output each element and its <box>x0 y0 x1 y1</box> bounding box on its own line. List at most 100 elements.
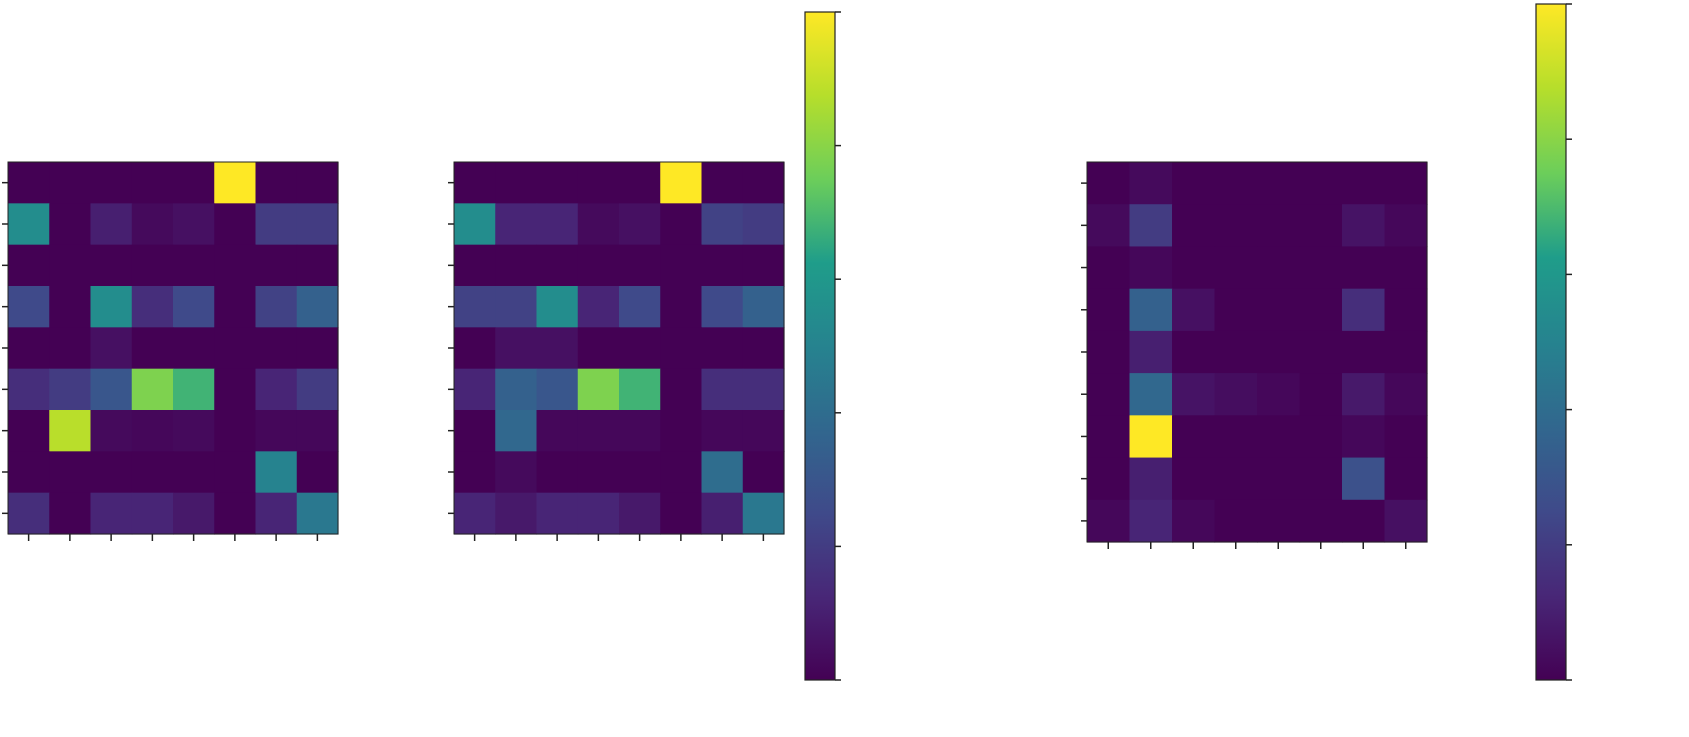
heatmap-1-cell-r6-c2 <box>90 410 133 452</box>
heatmap-1-cell-r8-c3 <box>131 492 174 535</box>
heatmap-3-cell-r4-c7 <box>1384 330 1428 374</box>
heatmap-1-cell-r0-c3 <box>131 162 174 204</box>
heatmap-2-cell-r0-c7 <box>742 162 785 204</box>
heatmap-1-cell-r8-c6 <box>255 492 298 535</box>
heatmap-3-cell-r5-c5 <box>1299 373 1343 416</box>
heatmap-1-cell-r0-c2 <box>90 162 133 204</box>
heatmap-2-cell-r4-c1 <box>495 327 538 370</box>
heatmap-3-cell-r1-c1 <box>1129 204 1173 248</box>
heatmap-3-cell-r8-c1 <box>1129 499 1173 543</box>
heatmap-2-cell-r7-c2 <box>536 451 579 494</box>
heatmap-3-cell-r1-c0 <box>1087 204 1131 248</box>
heatmap-3-cell-r2-c4 <box>1257 246 1301 290</box>
heatmap-3-cell-r4-c0 <box>1087 330 1131 374</box>
heatmap-3-cell-r3-c4 <box>1257 288 1301 332</box>
heatmap-3-cell-r3-c3 <box>1214 288 1258 332</box>
heatmap-2-cell-r4-c6 <box>701 327 744 370</box>
heatmap-1-cell-r8-c4 <box>173 492 215 535</box>
heatmap-1-cell-r5-c6 <box>255 368 298 411</box>
heatmap-3-cell-r3-c5 <box>1299 288 1343 332</box>
heatmap-1-cell-r0-c4 <box>173 162 215 204</box>
heatmap-3-cell-r8-c3 <box>1214 499 1258 543</box>
heatmap-2-cell-r1-c2 <box>536 203 579 246</box>
heatmap-1-cell-r2-c0 <box>8 244 50 287</box>
heatmap-1-cell-r4-c3 <box>131 327 174 370</box>
heatmap-2-cell-r3-c1 <box>495 286 538 328</box>
heatmap-2-cell-r2-c1 <box>495 244 538 287</box>
heatmap-3-cell-r1-c6 <box>1342 204 1386 248</box>
heatmap-1-cell-r5-c0 <box>8 368 50 411</box>
heatmap-1-cell-r4-c0 <box>8 327 50 370</box>
heatmap-3-cell-r5-c6 <box>1342 373 1386 416</box>
heatmap-1-cell-r0-c5 <box>214 162 257 204</box>
heatmap-1-cell-r4-c6 <box>255 327 298 370</box>
heatmap-2-cell-r6-c1 <box>495 410 538 452</box>
heatmap-3-cell-r3-c1 <box>1129 288 1173 332</box>
heatmap-3-cell-r6-c7 <box>1384 415 1428 459</box>
heatmap-2-cell-r5-c0 <box>454 368 496 411</box>
heatmap-2-cell-r6-c0 <box>454 410 496 452</box>
heatmap-1-cell-r6-c0 <box>8 410 50 452</box>
heatmap-2-cell-r5-c3 <box>577 368 620 411</box>
heatmap-3-cell-r8-c0 <box>1087 499 1131 543</box>
heatmap-1-cell-r4-c7 <box>296 327 339 370</box>
heatmap-2-cell-r3-c5 <box>660 286 703 328</box>
heatmap-3-cell-r5-c3 <box>1214 373 1258 416</box>
heatmap-2-cell-r4-c4 <box>619 327 661 370</box>
heatmap-1-cell-r3-c3 <box>131 286 174 328</box>
heatmap-1-cell-r8-c7 <box>296 492 339 535</box>
heatmap-2-cell-r8-c7 <box>742 492 785 535</box>
heatmap-3-cell-r6-c3 <box>1214 415 1258 459</box>
heatmap-2-cell-r1-c3 <box>577 203 620 246</box>
heatmap-2-cell-r3-c7 <box>742 286 785 328</box>
colorbar-1-gradient <box>804 11 836 681</box>
heatmap-1-cell-r4-c4 <box>173 327 215 370</box>
heatmap-2-cell-r2-c2 <box>536 244 579 287</box>
heatmap-2-cell-r7-c4 <box>619 451 661 494</box>
heatmap-1-cell-r4-c2 <box>90 327 133 370</box>
heatmap-1-cell-r6-c7 <box>296 410 339 452</box>
heatmap-3-cell-r2-c2 <box>1172 246 1216 290</box>
heatmap-1-cell-r1-c2 <box>90 203 133 246</box>
heatmap-1-cell-r2-c4 <box>173 244 215 287</box>
heatmap-2-cell-r1-c1 <box>495 203 538 246</box>
heatmap-3-cell-r2-c7 <box>1384 246 1428 290</box>
heatmap-2-cell-r6-c2 <box>536 410 579 452</box>
heatmap-3-cell-r7-c7 <box>1384 457 1428 501</box>
heatmap-1-cell-r3-c1 <box>49 286 92 328</box>
heatmap-2-cell-r6-c6 <box>701 410 744 452</box>
heatmap-3-cell-r8-c6 <box>1342 499 1386 543</box>
heatmap-1-cell-r1-c6 <box>255 203 298 246</box>
heatmap-3-cell-r5-c7 <box>1384 373 1428 416</box>
heatmap-2-cell-r5-c6 <box>701 368 744 411</box>
heatmap-3-cell-r8-c7 <box>1384 499 1428 543</box>
heatmap-3-cell-r5-c1 <box>1129 373 1173 416</box>
heatmap-3-cell-r4-c6 <box>1342 330 1386 374</box>
heatmap-2-cell-r6-c5 <box>660 410 703 452</box>
heatmap-3-cell-r7-c1 <box>1129 457 1173 501</box>
heatmap-1-cell-r4-c1 <box>49 327 92 370</box>
heatmap-2-cell-r8-c4 <box>619 492 661 535</box>
heatmap-3-cell-r6-c6 <box>1342 415 1386 459</box>
heatmap-2-cell-r6-c7 <box>742 410 785 452</box>
heatmap-2-cell-r8-c3 <box>577 492 620 535</box>
heatmap-2-cell-r2-c7 <box>742 244 785 287</box>
heatmap-3-cell-r0-c2 <box>1172 162 1216 205</box>
heatmap-3-cell-r6-c0 <box>1087 415 1131 459</box>
heatmap-2-cell-r1-c4 <box>619 203 661 246</box>
heatmap-panel-1 <box>2 161 339 547</box>
colorbar-2-svg <box>1535 3 1572 681</box>
heatmap-3-cell-r1-c4 <box>1257 204 1301 248</box>
heatmap-3-cell-r1-c2 <box>1172 204 1216 248</box>
heatmap-1-cell-r5-c2 <box>90 368 133 411</box>
heatmap-1-cell-r1-c7 <box>296 203 339 246</box>
heatmap-2-cell-r2-c5 <box>660 244 703 287</box>
heatmap-2-cell-r3-c3 <box>577 286 620 328</box>
heatmap-3-cell-r8-c2 <box>1172 499 1216 543</box>
heatmap-1-cell-r3-c5 <box>214 286 257 328</box>
heatmap-1-cell-r0-c1 <box>49 162 92 204</box>
heatmap-2-cell-r2-c4 <box>619 244 661 287</box>
heatmap-1-cell-r4-c5 <box>214 327 257 370</box>
heatmap-2-cell-r3-c4 <box>619 286 661 328</box>
